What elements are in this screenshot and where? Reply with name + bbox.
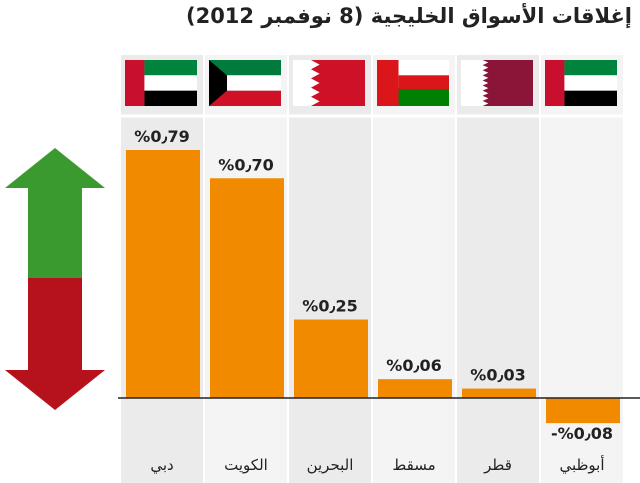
bar-0 — [126, 150, 200, 398]
category-label-1: الكويت — [224, 456, 268, 474]
uae-flag — [125, 60, 197, 106]
value-label-0: %0٫79 — [134, 127, 189, 146]
kuwait-flag — [209, 60, 281, 106]
value-label-1: %0٫70 — [218, 155, 273, 174]
category-label-3: مسقط — [392, 456, 435, 474]
value-label-3: %0٫06 — [386, 356, 441, 375]
qatar-flag — [461, 60, 533, 106]
column-background — [289, 55, 371, 483]
bar-1 — [210, 178, 284, 398]
category-labels: دبي الكويت البحرين مسقط قطر أبوظبي — [150, 455, 604, 475]
value-label-4: %0٫03 — [470, 366, 525, 385]
category-label-2: البحرين — [307, 456, 354, 474]
uae-flag — [545, 60, 617, 106]
category-label-5: أبوظبي — [559, 455, 604, 475]
flags-row — [120, 60, 624, 118]
bahrain-flag — [293, 60, 365, 106]
up-arrow-icon — [5, 148, 105, 278]
column-background — [373, 55, 455, 483]
bar-4 — [462, 388, 536, 398]
bar-5 — [546, 398, 620, 424]
bar-2 — [294, 319, 368, 398]
column-background — [457, 55, 539, 483]
bar-3 — [378, 379, 452, 398]
up-down-arrow-icon — [5, 148, 105, 410]
value-label-5: -%0٫08 — [551, 424, 613, 443]
category-label-4: قطر — [483, 456, 512, 474]
chart-title: إغلاقات الأسواق الخليجية (8 نوفمبر 2012) — [185, 4, 632, 28]
down-arrow-icon — [5, 278, 105, 410]
bars — [126, 150, 620, 424]
oman-flag — [377, 60, 449, 106]
category-label-0: دبي — [150, 456, 173, 475]
value-labels: %0٫79 %0٫70 %0٫25 %0٫06 %0٫03 -%0٫08 — [134, 127, 613, 443]
value-label-2: %0٫25 — [302, 297, 357, 316]
